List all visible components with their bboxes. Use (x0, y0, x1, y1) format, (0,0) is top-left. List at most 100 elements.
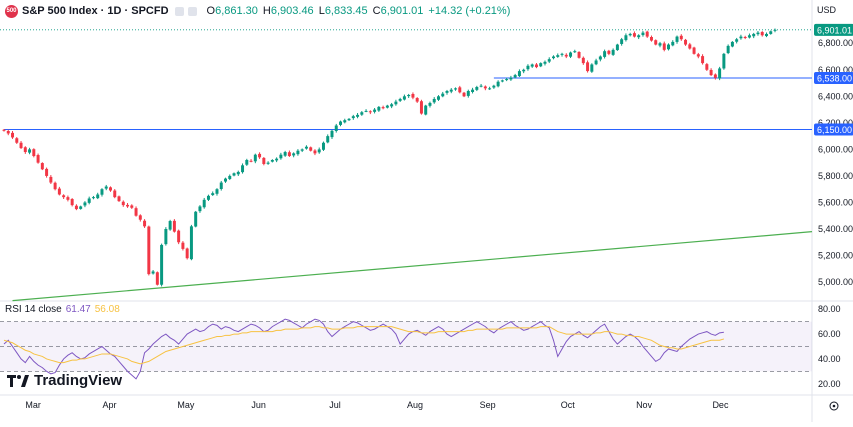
candle-body (53, 182, 57, 190)
candle-body (326, 136, 330, 143)
candle-body (151, 271, 155, 274)
candle-body (40, 163, 44, 170)
candle-body (428, 102, 432, 106)
change-value: +14.32 (+0.21%) (428, 5, 511, 17)
candle-body (11, 132, 15, 138)
level-price-tag (814, 71, 853, 84)
price-tick-label: 5,000.00 (818, 277, 853, 287)
candle-body (594, 60, 598, 65)
month-tick-label: Jun (251, 400, 266, 410)
candle-body (385, 105, 389, 108)
candle-body (675, 36, 679, 42)
level-price-label: 6,150.00 (817, 125, 852, 135)
candle-body (662, 43, 666, 50)
candle-body (488, 88, 492, 90)
candle-body (368, 111, 372, 113)
price-tick-label: 6,400.00 (818, 91, 853, 101)
level-price-tag (814, 123, 853, 136)
candle-body (104, 186, 108, 189)
candle-body (317, 149, 321, 153)
candle-body (343, 120, 347, 123)
candle-body (607, 50, 611, 54)
candle-body (394, 101, 398, 105)
candle-body (147, 226, 151, 275)
candle-body (49, 176, 53, 183)
symbol-header[interactable]: 500 S&P 500 Index · 1D · SPCFD O6,861.30… (0, 0, 510, 22)
candle-body (360, 112, 364, 115)
candle-body (228, 175, 232, 179)
candle-body (624, 35, 628, 41)
rsi-tick-label: 20.00 (818, 379, 841, 389)
candle-body (654, 40, 658, 45)
tradingview-logo[interactable]: TradingView (7, 372, 122, 389)
candle-body (62, 195, 66, 198)
month-tick-label: Sep (480, 400, 496, 410)
candle-body (445, 91, 449, 93)
candle-body (219, 182, 223, 189)
rsi-tick-label: 40.00 (818, 354, 841, 364)
gear-icon (829, 401, 839, 411)
candle-body (658, 43, 662, 46)
flag-badge-icon[interactable] (174, 6, 184, 16)
candle-body (649, 36, 653, 41)
candle-body (735, 39, 739, 42)
currency-label[interactable]: USD (817, 5, 837, 15)
candle-body (45, 168, 49, 176)
candle-body (454, 88, 458, 90)
candle-body (756, 32, 760, 35)
candle-body (641, 32, 645, 36)
support-trendline (12, 231, 813, 302)
price-tick-label: 5,800.00 (818, 171, 853, 181)
candle-body (419, 101, 423, 114)
rsi-ma-value: 56.08 (94, 304, 120, 315)
last-price-label: 6,901.01 (817, 25, 852, 35)
candle-body (249, 160, 253, 162)
price-tick-label: 6,000.00 (818, 144, 853, 154)
candle-body (390, 104, 394, 107)
candle-body (547, 59, 551, 62)
candle-body (688, 44, 692, 49)
candle-body (126, 204, 130, 207)
compare-badge-icon[interactable] (187, 6, 197, 16)
rsi-value: 61.47 (65, 304, 91, 315)
price-tick-label: 5,600.00 (818, 197, 853, 207)
rsi-header[interactable]: RSI 14 close 61.47 56.08 (5, 304, 120, 315)
candle-body (709, 69, 713, 76)
candle-body (679, 35, 683, 40)
candle-body (539, 63, 543, 67)
candle-body (398, 98, 402, 101)
candle-body (701, 56, 705, 64)
candle-body (79, 206, 83, 209)
candle-body (696, 54, 700, 57)
candle-body (747, 35, 751, 38)
candle-body (458, 87, 462, 93)
candle-body (764, 33, 768, 37)
candle-body (692, 47, 696, 54)
candle-body (275, 158, 279, 161)
candle-body (517, 71, 521, 77)
candle-body (177, 230, 181, 243)
candle-body (449, 89, 453, 92)
candle-body (194, 211, 198, 227)
candle-body (513, 75, 517, 78)
candle-body (198, 206, 202, 212)
candle-body (603, 51, 607, 57)
candle-body (356, 114, 360, 117)
candle-body (113, 190, 117, 198)
candle-body (684, 39, 688, 45)
candle-body (556, 55, 560, 57)
candle-body (615, 44, 619, 51)
candle-body (671, 41, 675, 46)
candle-body (70, 199, 74, 206)
candle-body (160, 244, 164, 285)
candle-body (304, 146, 308, 149)
month-tick-label: Oct (561, 400, 576, 410)
candle-body (466, 91, 470, 96)
symbol-title[interactable]: S&P 500 Index · 1D · SPCFD (22, 5, 169, 17)
candle-body (202, 199, 206, 208)
candle-body (330, 130, 334, 138)
price-tick-label: 6,600.00 (818, 65, 853, 75)
candle-body (313, 150, 317, 154)
